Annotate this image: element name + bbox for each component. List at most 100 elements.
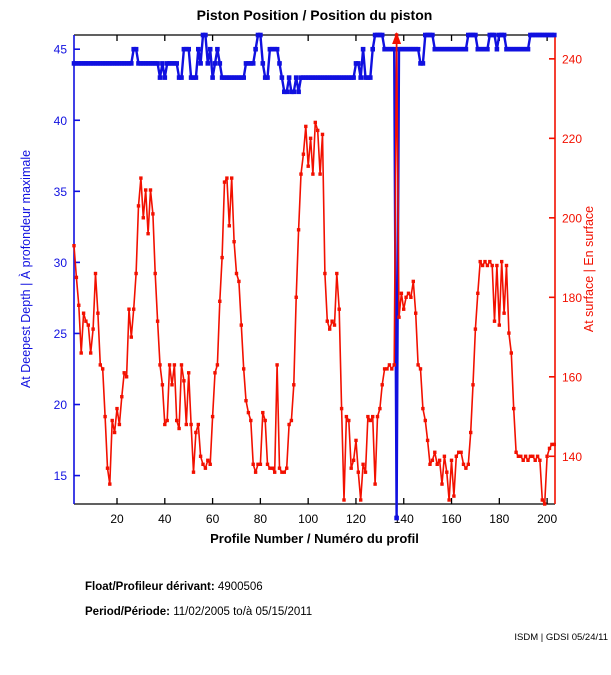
series-marker-blue — [413, 46, 418, 52]
series-marker-blue — [482, 46, 488, 52]
left-tick-label: 40 — [54, 114, 68, 128]
series-marker-blue — [265, 75, 270, 80]
series-marker-blue — [181, 46, 187, 52]
offscale-arrow-icon — [392, 32, 402, 44]
series-marker-blue — [248, 61, 254, 66]
series-marker-red — [452, 494, 456, 498]
series-marker-blue — [456, 46, 461, 52]
series-marker-red — [253, 470, 258, 474]
series-marker-red — [485, 263, 490, 268]
series-marker-blue — [121, 61, 127, 66]
series-marker-red — [311, 172, 315, 176]
series-marker-red — [148, 188, 153, 192]
series-marker-red — [375, 414, 380, 419]
series-marker-blue — [439, 46, 445, 52]
series-marker-red — [287, 422, 291, 427]
series-marker-red — [421, 406, 425, 411]
series-marker-blue — [277, 61, 282, 66]
series-marker-red — [368, 418, 372, 423]
series-marker-red — [447, 498, 451, 502]
series-marker-red — [390, 367, 394, 371]
series-marker-blue — [473, 32, 478, 38]
series-marker-red — [320, 132, 325, 137]
x-tick-label: 60 — [206, 512, 220, 526]
series-marker-blue — [74, 61, 79, 66]
series-marker-red — [79, 351, 83, 355]
x-tick-label: 20 — [110, 512, 124, 526]
series-marker-red — [440, 482, 444, 486]
series-marker-red — [132, 307, 136, 311]
series-marker-blue — [90, 61, 96, 66]
series-marker-blue — [86, 61, 91, 66]
series-marker-blue — [344, 75, 349, 80]
series-marker-blue — [511, 46, 516, 52]
series-marker-blue — [325, 75, 330, 80]
series-marker-blue — [336, 75, 342, 80]
series-marker-blue — [480, 46, 485, 52]
series-marker-red — [330, 319, 334, 323]
series-marker-red — [124, 375, 129, 379]
series-marker-red — [531, 454, 535, 458]
series-marker-blue — [492, 32, 497, 38]
series-marker-blue — [475, 46, 481, 52]
series-marker-blue — [528, 32, 533, 38]
series-marker-blue — [485, 46, 490, 52]
series-marker-red — [373, 482, 377, 486]
series-marker-red — [504, 263, 509, 268]
series-marker-blue — [454, 46, 459, 52]
series-marker-blue — [494, 46, 500, 52]
series-marker-blue — [270, 46, 275, 52]
series-marker-red — [385, 367, 389, 371]
series-marker-blue — [305, 75, 311, 80]
series-marker-blue — [157, 75, 163, 80]
x-tick-label: 120 — [346, 512, 366, 526]
series-marker-blue — [107, 61, 113, 66]
series-marker-blue — [191, 75, 196, 80]
series-marker-blue — [174, 61, 179, 66]
series-marker-blue — [112, 61, 117, 66]
series-marker-blue — [129, 61, 134, 66]
series-marker-red — [411, 279, 415, 284]
series-marker-red — [299, 172, 303, 176]
series-marker-red — [356, 470, 360, 474]
series-marker-blue — [296, 89, 301, 95]
series-marker-blue — [329, 75, 335, 80]
series-marker-red — [342, 498, 346, 502]
series-marker-red — [387, 363, 392, 367]
right-axis-label: At surface | En surface — [582, 205, 596, 333]
series-marker-red — [414, 311, 418, 315]
series-marker-blue — [391, 46, 397, 52]
series-marker-red — [449, 458, 454, 462]
series-marker-blue — [246, 61, 251, 66]
series-marker-red — [86, 323, 90, 327]
series-marker-red — [194, 430, 198, 435]
series-marker-red — [437, 458, 442, 462]
period-label: Period/Période: — [85, 606, 170, 618]
left-tick-label: 45 — [54, 43, 68, 57]
series-marker-red — [404, 295, 408, 299]
series-marker-blue — [227, 75, 232, 80]
series-marker-red — [425, 438, 430, 443]
series-marker-blue — [446, 46, 452, 52]
right-tick-label: 200 — [562, 211, 582, 225]
right-tick-label: 140 — [562, 450, 582, 464]
series-marker-red — [483, 259, 487, 264]
series-marker-red — [163, 422, 167, 427]
series-marker-blue — [71, 61, 77, 66]
float-id-line: Float/Profileur dérivant: 4900506 — [85, 581, 263, 593]
series-marker-blue — [348, 75, 354, 80]
series-marker-red — [323, 271, 327, 276]
series-marker-red — [277, 466, 282, 470]
series-marker-red — [402, 307, 406, 311]
series-marker-red — [445, 470, 449, 474]
series-marker-blue — [162, 75, 168, 80]
series-marker-red — [91, 327, 95, 331]
series-marker-red — [268, 466, 272, 470]
series-marker-blue — [415, 46, 421, 52]
series-marker-red — [136, 204, 141, 208]
series-marker-red — [270, 466, 274, 470]
series-marker-red — [351, 458, 356, 462]
series-marker-blue — [317, 75, 323, 80]
series-marker-red — [187, 371, 191, 375]
series-marker-red — [201, 462, 205, 466]
